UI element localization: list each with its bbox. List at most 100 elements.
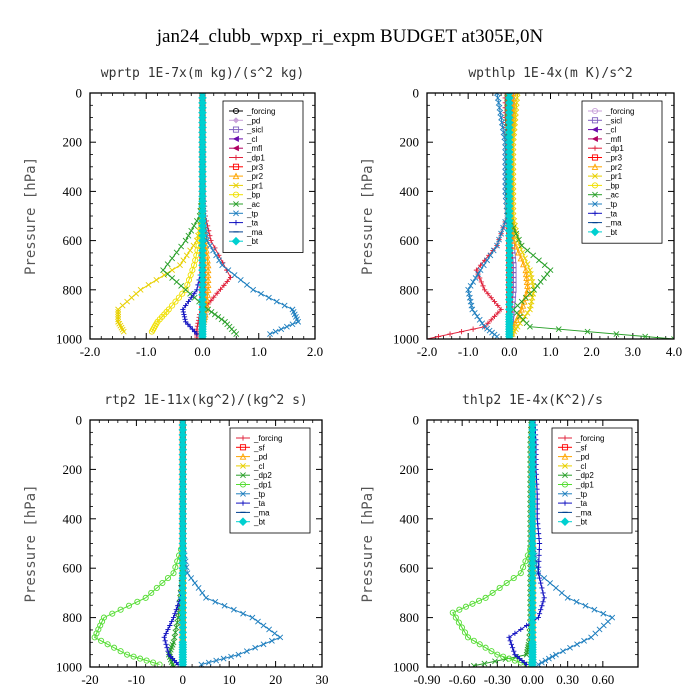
- data-point: [184, 570, 191, 577]
- legend-marker: [591, 107, 599, 115]
- legend-entry: _dp2: [575, 471, 594, 480]
- legend-marker: [562, 490, 568, 497]
- data-point: [148, 589, 155, 596]
- data-point: [244, 281, 250, 288]
- data-point: [185, 321, 191, 327]
- data-point: [191, 291, 197, 297]
- data-point: [213, 252, 220, 259]
- data-point: [491, 299, 498, 305]
- data-point: [477, 267, 484, 274]
- data-point: [549, 653, 556, 660]
- data-point: [219, 262, 226, 269]
- data-point: [281, 302, 288, 309]
- legend-marker: [240, 435, 246, 441]
- data-point: [220, 655, 227, 662]
- data-point: [199, 589, 206, 596]
- legend-marker: [240, 462, 246, 469]
- data-point: [203, 594, 209, 601]
- data-point: [558, 589, 565, 596]
- x-tick-label: 1.0: [251, 344, 267, 359]
- data-point: [170, 570, 177, 577]
- data-point: [207, 242, 213, 249]
- data-point: [494, 333, 500, 339]
- data-point: [505, 334, 514, 339]
- legend-marker: [232, 135, 239, 142]
- data-point: [513, 99, 520, 106]
- data-point: [204, 237, 210, 244]
- data-point: [470, 279, 477, 285]
- data-point: [449, 609, 456, 616]
- data-point: [516, 236, 522, 243]
- legend-marker: [233, 210, 239, 217]
- data-point: [452, 614, 459, 621]
- data-point: [564, 594, 571, 601]
- legend-marker: [233, 201, 239, 207]
- legend-marker: [238, 517, 248, 527]
- legend-entry: _ma: [253, 508, 270, 517]
- data-point: [524, 261, 531, 268]
- legend-marker: [560, 517, 570, 527]
- data-point: [470, 662, 477, 667]
- data-point: [177, 262, 183, 269]
- data-point: [482, 287, 488, 293]
- plot-frame: [426, 419, 639, 668]
- data-point: [153, 277, 160, 283]
- legend-entry: _forcing: [246, 107, 275, 116]
- data-point: [499, 119, 505, 126]
- legend-marker: [232, 126, 240, 133]
- data-point: [553, 651, 559, 658]
- data-point: [555, 326, 562, 333]
- data-point: [173, 624, 180, 631]
- data-point: [535, 564, 542, 570]
- legend-entry: _tp: [575, 490, 588, 499]
- data-point: [111, 644, 118, 651]
- data-point: [470, 637, 477, 644]
- data-point: [167, 622, 173, 629]
- data-point: [476, 641, 483, 648]
- data-point: [181, 311, 187, 317]
- legend-marker: [562, 500, 568, 506]
- legend-marker: [232, 172, 240, 180]
- legend-entry: _cl: [253, 462, 264, 471]
- y-tick-label: 800: [400, 282, 420, 297]
- data-point: [221, 282, 227, 288]
- data-point: [496, 236, 502, 243]
- data-point: [153, 584, 160, 592]
- data-point: [523, 651, 530, 658]
- data-point: [159, 579, 166, 587]
- data-point: [182, 286, 189, 293]
- legend-entry: _pr2: [605, 163, 623, 172]
- data-point: [192, 329, 198, 335]
- data-point: [265, 294, 272, 301]
- data-point: [194, 336, 200, 339]
- legend-entry: _ac: [605, 191, 619, 200]
- data-point: [172, 629, 179, 636]
- data-point: [520, 564, 527, 571]
- data-point: [542, 657, 549, 664]
- data-point: [539, 585, 545, 591]
- legend: _forcing_sf_pd_cl_dp2_dp1_tp_ta_ma_bt: [551, 427, 633, 534]
- data-point: [195, 585, 202, 591]
- series-group: [449, 420, 616, 667]
- data-point: [198, 334, 207, 339]
- data-point: [540, 590, 546, 596]
- data-point: [547, 580, 554, 586]
- data-point: [475, 597, 483, 604]
- legend-marker: [232, 145, 239, 152]
- legend-entry: _forcing: [253, 434, 282, 443]
- plot-frame: [426, 92, 675, 340]
- data-point: [496, 104, 503, 111]
- data-point: [536, 535, 542, 542]
- data-point: [538, 659, 545, 666]
- data-point: [509, 645, 516, 651]
- y-tick-label: 200: [63, 135, 83, 150]
- data-point: [536, 611, 543, 617]
- data-point: [237, 277, 244, 283]
- data-point: [148, 328, 155, 335]
- data-point: [165, 626, 171, 633]
- data-point: [513, 326, 519, 333]
- data-point: [169, 302, 176, 309]
- legend-entry: _pd: [253, 453, 267, 462]
- legend-entry: _pr1: [246, 181, 264, 190]
